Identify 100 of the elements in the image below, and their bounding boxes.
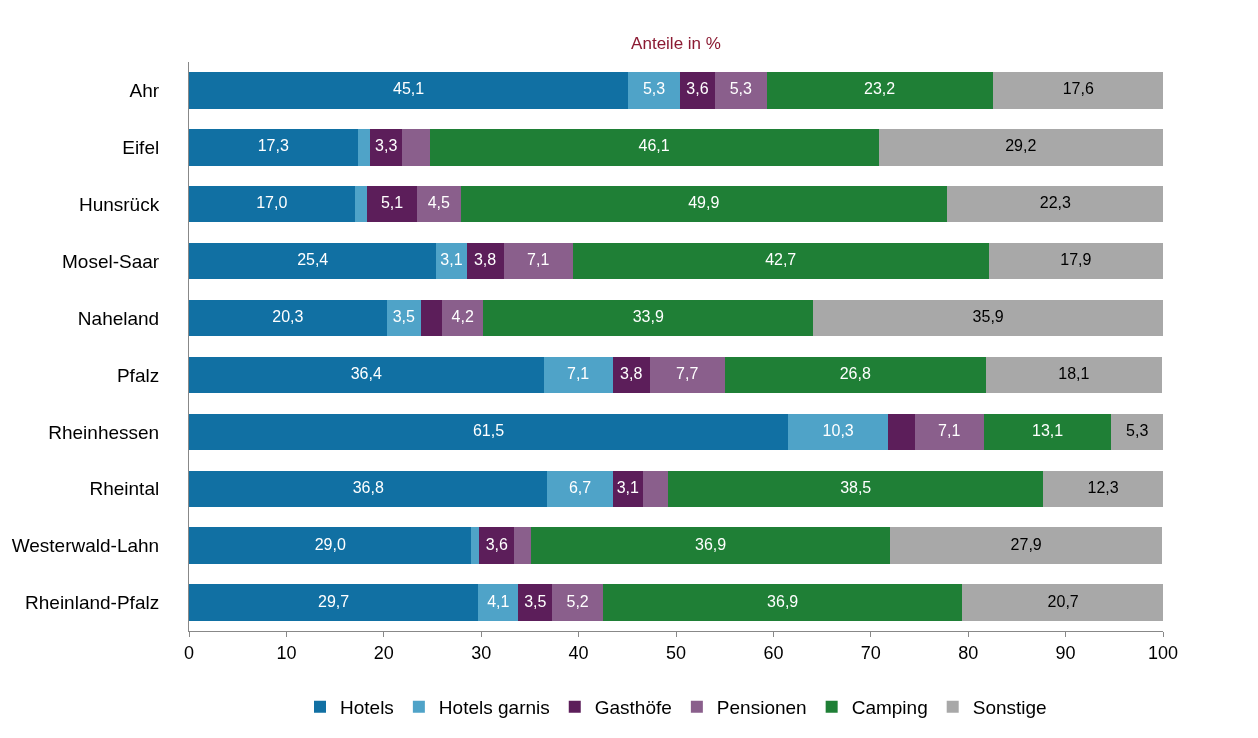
data-label: 5,1 <box>380 194 404 212</box>
bar <box>503 242 573 280</box>
chart-title: Anteile in % <box>631 33 721 53</box>
data-label: 4,2 <box>451 308 474 326</box>
y-tick-label: Rheinhessen <box>48 421 160 443</box>
bar <box>357 129 371 166</box>
data-label: 3,1 <box>440 251 463 269</box>
data-label: 23,2 <box>864 80 896 98</box>
data-label: 3,3 <box>375 137 398 155</box>
data-label: 4,1 <box>487 592 510 610</box>
data-label: 10,3 <box>822 421 854 439</box>
y-tick-label: Ahr <box>129 80 160 102</box>
bar <box>714 72 767 109</box>
x-tick-label: 20 <box>373 642 394 663</box>
data-label: 38,5 <box>840 478 872 496</box>
bar <box>354 186 368 223</box>
bar <box>724 356 986 394</box>
y-tick-label: Westerwald-Lahn <box>11 535 160 557</box>
bar <box>914 413 984 451</box>
bar <box>552 584 603 621</box>
x-tick-label: 0 <box>183 642 195 663</box>
data-label: 29,2 <box>1005 137 1037 155</box>
data-label: 36,9 <box>767 592 799 610</box>
data-label: 5,3 <box>729 80 752 98</box>
legend-label: Hotels <box>340 697 394 719</box>
data-label: 7,1 <box>938 421 961 439</box>
bar <box>530 527 891 564</box>
bar <box>788 413 889 451</box>
data-label: 25,4 <box>297 251 329 269</box>
x-tick-label: 30 <box>471 642 492 663</box>
bar <box>442 299 484 337</box>
data-label: 20,7 <box>1047 592 1079 610</box>
bar <box>189 527 472 564</box>
y-tick-label: Eifel <box>122 137 160 158</box>
x-tick-label: 90 <box>1055 642 1076 663</box>
data-label: 3,1 <box>616 478 640 496</box>
data-label: 17,6 <box>1062 80 1094 98</box>
data-label: 3,8 <box>620 364 643 382</box>
legend-label: Hotels garnis <box>438 697 550 719</box>
bar <box>518 584 553 621</box>
bar <box>985 356 1163 394</box>
x-tick-label: 60 <box>763 642 784 663</box>
bar <box>367 186 417 223</box>
data-label: 46,1 <box>638 137 670 155</box>
data-label: 33,9 <box>632 308 664 326</box>
bar <box>189 72 629 109</box>
bar <box>988 242 1163 280</box>
y-tick-label: Mosel-Saar <box>62 250 160 272</box>
x-tick-label: 70 <box>860 642 881 663</box>
bar <box>992 72 1163 109</box>
bar <box>189 356 544 394</box>
bar <box>642 470 669 507</box>
x-tick-label: 80 <box>958 642 979 663</box>
bar <box>547 470 613 507</box>
bar <box>962 584 1163 621</box>
bar <box>878 129 1163 166</box>
bar <box>189 186 355 223</box>
bar <box>189 413 789 451</box>
bar <box>429 129 879 166</box>
bar <box>514 527 531 564</box>
data-label: 36,8 <box>352 478 384 496</box>
legend-label: Sonstige <box>972 697 1047 719</box>
data-label: 49,9 <box>688 194 720 212</box>
y-tick-label: Hunsrück <box>78 193 160 215</box>
bar <box>983 413 1112 451</box>
bar <box>628 72 680 109</box>
x-tick-label: 10 <box>276 642 297 663</box>
legend-label: Camping <box>851 697 928 719</box>
bar <box>543 356 613 394</box>
data-label: 3,6 <box>485 535 508 553</box>
data-label: 20,3 <box>272 308 304 326</box>
bar <box>478 584 519 621</box>
bar <box>420 299 443 337</box>
bar <box>460 186 947 223</box>
data-label: 29,0 <box>314 535 346 553</box>
bar <box>189 129 358 166</box>
bar <box>679 72 715 109</box>
data-label: 3,6 <box>686 80 709 98</box>
y-tick-label: Rheintal <box>89 478 160 500</box>
data-label: 22,3 <box>1039 194 1072 212</box>
bar <box>1043 470 1163 507</box>
legend-label: Pensionen <box>716 697 807 719</box>
bar <box>946 186 1163 223</box>
data-label: 17,3 <box>257 137 289 155</box>
data-label: 61,5 <box>472 421 505 439</box>
data-label: 5,3 <box>642 80 666 98</box>
data-label: 5,3 <box>1126 421 1149 439</box>
bar <box>1111 413 1163 451</box>
data-label: 7,1 <box>527 251 550 269</box>
data-label: 42,7 <box>765 251 797 269</box>
bar <box>572 242 989 280</box>
y-tick-label: Pfalz <box>116 364 160 386</box>
bar <box>471 527 480 564</box>
data-label: 35,9 <box>972 308 1004 326</box>
data-label: 3,5 <box>392 308 415 326</box>
bar <box>890 527 1163 564</box>
data-label: 7,1 <box>566 364 590 382</box>
data-label: 45,1 <box>393 80 425 98</box>
bar <box>402 129 430 166</box>
bar <box>483 299 814 337</box>
